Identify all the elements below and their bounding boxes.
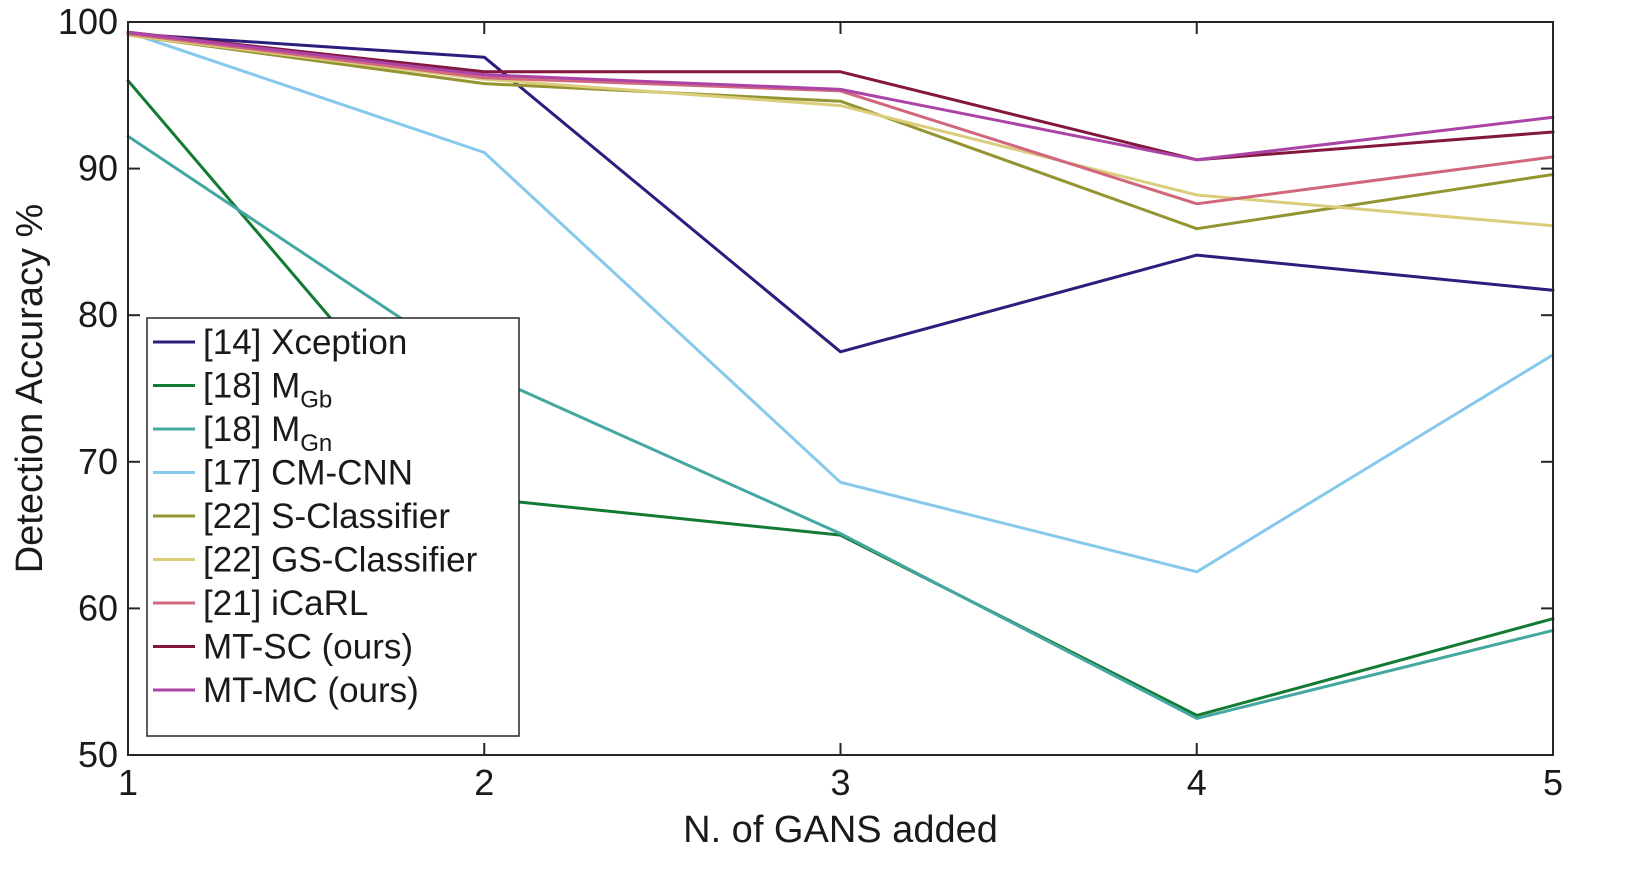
- y-tick-label: 90: [78, 148, 118, 189]
- legend-label-7: MT-SC (ours): [203, 628, 413, 667]
- series-line-7: [126, 30, 1555, 162]
- legend-label-main: MT-SC (ours): [203, 628, 413, 667]
- series-line-2: [126, 134, 1555, 720]
- legend-label-4: [22] S-Classifier: [203, 497, 450, 536]
- x-tick-label: 1: [118, 762, 138, 803]
- axes-layer: 1 2 3 4 5 50 60 70 80 90 100 N. of GANS added Detect…: [9, 1, 1563, 851]
- legend-label-5: [22] GS-Classifier: [203, 541, 478, 580]
- legend-label-main: [22] GS-Classifier: [203, 541, 478, 580]
- legend-label-3: [17] CM-CNN: [203, 454, 413, 493]
- x-tick-label: 5: [1543, 762, 1563, 803]
- legend-label-main: [14] Xception: [203, 323, 407, 362]
- legend-label-main: [17] CM-CNN: [203, 454, 413, 493]
- y-tick-label: 100: [58, 1, 118, 42]
- legend-label-2: [18] MGn: [203, 410, 332, 457]
- legend-box: [146, 317, 520, 737]
- x-tick-label: 4: [1187, 762, 1207, 803]
- legend-label-main: [22] S-Classifier: [203, 497, 450, 536]
- legend-label-1: [18] MGb: [203, 367, 332, 414]
- legend-label-main: [18] M: [203, 410, 300, 449]
- legend-label-main: [18] M: [203, 367, 300, 406]
- series-line-0: [126, 32, 1555, 354]
- legend-label-8: MT-MC (ours): [203, 671, 419, 710]
- series-line-8: [126, 30, 1555, 162]
- legend-label-6: [21] iCaRL: [203, 584, 368, 623]
- y-tick-label: 80: [78, 294, 118, 335]
- legend-label-main: [21] iCaRL: [203, 584, 368, 623]
- legend-label-0: [14] Xception: [203, 323, 407, 362]
- x-tick-label: 3: [830, 762, 850, 803]
- legend-label-main: MT-MC (ours): [203, 671, 419, 710]
- legend-label-subscript: Gn: [300, 430, 332, 457]
- series-line-4: [126, 33, 1555, 231]
- legend: [14] Xception [18] MGb[18] MGn[17] CM-CNN…: [146, 317, 520, 737]
- legend-label-subscript: Gb: [300, 387, 332, 414]
- series-line-3: [126, 30, 1555, 574]
- y-tick-label: 70: [78, 441, 118, 482]
- y-tick-label: 60: [78, 587, 118, 628]
- y-axis-title: Detection Accuracy %: [9, 204, 51, 574]
- x-tick-label: 2: [474, 762, 494, 803]
- y-tick-label: 50: [78, 734, 118, 775]
- x-axis-title: N. of GANS added: [683, 809, 998, 851]
